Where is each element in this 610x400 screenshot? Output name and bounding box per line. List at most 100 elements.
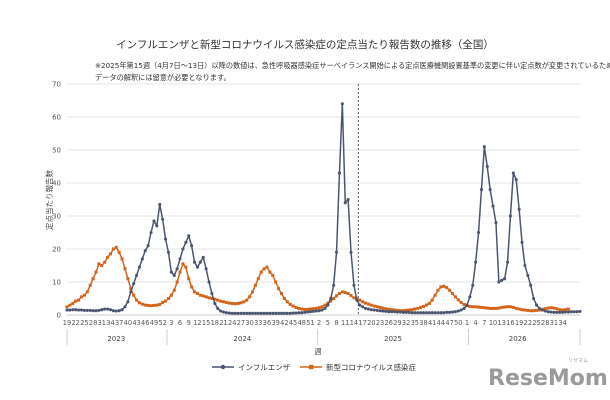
- covid-point: [143, 303, 147, 307]
- influenza-point: [175, 267, 179, 271]
- covid-point: [178, 270, 182, 274]
- covid-point: [401, 309, 405, 313]
- covid-point: [404, 308, 408, 312]
- x-axis-ticks: 19 22 25 28 31 34 37 40 43 46 49 52 3 6 9 12 15 18 21 24 27 3…: [63, 319, 567, 327]
- covid-point: [329, 299, 333, 303]
- covid-point: [320, 305, 324, 309]
- influenza-point: [401, 310, 405, 314]
- covid-point: [532, 309, 536, 313]
- covid-point: [381, 306, 385, 310]
- influenza-point: [511, 171, 515, 175]
- y-axis-ticks: 0 10 20 30 40 50 60 70: [52, 81, 61, 320]
- influenza-point: [485, 164, 489, 169]
- influenza-point: [561, 310, 565, 314]
- influenza-point: [291, 311, 295, 315]
- influenza-point: [311, 309, 315, 313]
- covid-point: [79, 295, 83, 299]
- influenza-point: [97, 308, 101, 312]
- covid-point: [108, 252, 112, 256]
- covid-point: [187, 277, 191, 281]
- covid-point: [193, 290, 197, 294]
- influenza-point: [540, 308, 544, 312]
- x-tick-label: 8: [334, 319, 338, 327]
- influenza-point: [552, 310, 556, 314]
- influenza-point: [349, 250, 353, 254]
- x-tick-label: 20: [367, 319, 375, 327]
- covid-point: [117, 250, 121, 254]
- influenza-point: [71, 308, 75, 312]
- influenza-point: [361, 305, 365, 309]
- x-tick-label: 28: [541, 319, 549, 327]
- influenza-point: [195, 265, 199, 269]
- influenza-point: [94, 309, 98, 313]
- influenza-point: [201, 255, 205, 259]
- x-tick-label: 51: [306, 319, 314, 327]
- influenza-point: [288, 311, 292, 315]
- influenza-point: [392, 310, 397, 314]
- x-tick-label: 33: [254, 319, 262, 327]
- covid-point: [477, 305, 481, 309]
- legend-marker-influenza: [220, 364, 226, 370]
- covid-point: [158, 302, 162, 306]
- x-tick-label: 37: [115, 319, 123, 327]
- influenza-point: [534, 303, 539, 307]
- covid-point: [564, 308, 568, 312]
- influenza-point: [163, 237, 168, 241]
- x-tick-label: 9: [187, 319, 191, 327]
- covid-point: [332, 297, 336, 300]
- influenza-point: [111, 309, 115, 313]
- covid-point: [129, 287, 133, 291]
- x-tick-label: 45: [289, 319, 297, 327]
- influenza-point: [204, 267, 208, 271]
- influenza-point: [65, 308, 69, 312]
- legend-marker-covid: [309, 364, 314, 370]
- covid-point: [230, 301, 234, 305]
- x-tick-label: 11: [341, 319, 349, 327]
- influenza-point: [555, 310, 559, 314]
- influenza-point: [227, 311, 231, 315]
- influenza-point: [187, 234, 191, 238]
- covid-point: [213, 297, 217, 301]
- covid-point: [488, 306, 492, 310]
- influenza-point: [259, 311, 263, 315]
- influenza-point: [245, 311, 249, 315]
- covid-point: [537, 308, 541, 312]
- influenza-point: [479, 188, 484, 192]
- influenza-point: [253, 311, 257, 315]
- influenza-point: [346, 197, 350, 202]
- influenza-point: [445, 310, 449, 314]
- x-tick-label: 29: [393, 319, 401, 327]
- covid-point: [303, 307, 307, 311]
- covid-point: [520, 308, 524, 312]
- influenza-point: [103, 307, 107, 311]
- influenza-point: [378, 309, 382, 313]
- influenza-point: [323, 306, 327, 310]
- x-tick-label: 31: [550, 319, 558, 327]
- influenza-point: [158, 202, 162, 206]
- influenza-point: [465, 303, 469, 307]
- year-label-2024: 2024: [233, 335, 251, 343]
- influenza-point: [230, 311, 234, 315]
- influenza-point: [494, 221, 498, 225]
- influenza-point: [207, 280, 211, 284]
- influenza-point: [575, 310, 579, 314]
- covid-point: [378, 305, 382, 309]
- influenza-point: [488, 188, 492, 192]
- x-tick-label: 10: [489, 319, 497, 327]
- x-tick-label: 38: [419, 319, 427, 327]
- influenza-point: [508, 214, 512, 218]
- influenza-point: [117, 309, 121, 313]
- covid-point: [245, 298, 249, 302]
- influenza-point: [503, 277, 507, 281]
- covid-point: [175, 280, 179, 284]
- x-tick-label: 31: [98, 319, 106, 327]
- influenza-point: [149, 230, 153, 235]
- x-tick-label: 35: [411, 319, 419, 327]
- influenza-point: [529, 283, 533, 287]
- influenza-point: [172, 273, 176, 277]
- influenza-point: [421, 311, 426, 315]
- influenza-point: [224, 311, 228, 315]
- x-tick-label: 47: [445, 319, 453, 327]
- covid-point: [395, 308, 399, 312]
- covid-point: [155, 303, 159, 307]
